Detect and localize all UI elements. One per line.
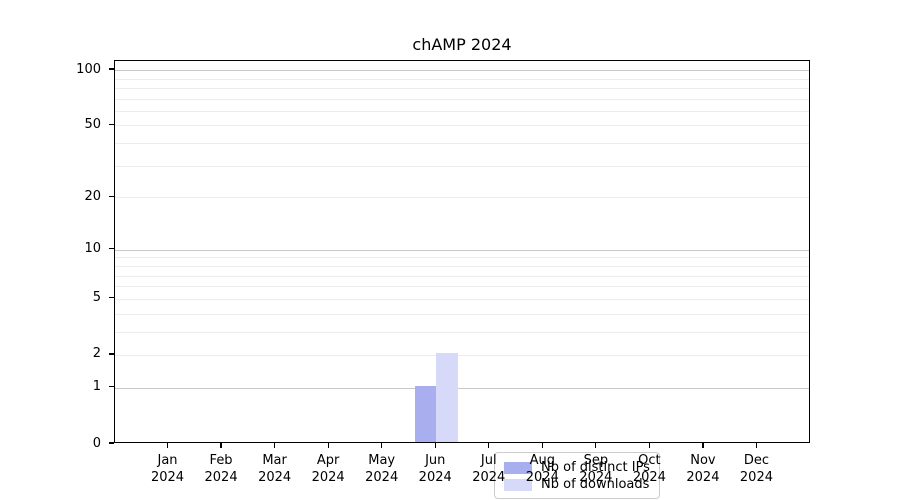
y-axis-tick-label: 5: [92, 290, 101, 306]
y-axis-tick-label: 20: [84, 188, 101, 204]
minor-gridline: [115, 313, 809, 315]
minor-gridline: [115, 331, 809, 333]
legend-item: Nb of downloads: [504, 477, 650, 492]
minor-gridline: [115, 354, 809, 356]
minor-gridline: [115, 125, 809, 127]
legend-label: Nb of downloads: [541, 477, 650, 492]
x-axis-tick-label: Nov 2024: [686, 453, 720, 485]
minor-gridline: [115, 275, 809, 277]
legend-item: Nb of distinct IPs: [504, 460, 650, 475]
y-axis-tick: [109, 68, 114, 70]
y-axis-tick-label: 1: [92, 379, 101, 395]
major-gridline: [115, 249, 809, 251]
x-axis-tick: [541, 443, 543, 448]
y-axis-tick: [109, 297, 114, 299]
minor-gridline: [115, 110, 809, 112]
minor-gridline: [115, 257, 809, 259]
x-axis-tick: [274, 443, 276, 448]
y-axis-tick-label: 0: [92, 435, 101, 451]
chart-title: chAMP 2024: [412, 35, 512, 54]
x-axis-tick: [648, 443, 650, 448]
minor-gridline: [115, 98, 809, 100]
x-axis-tick-label: Jan 2024: [150, 453, 185, 485]
x-axis-tick: [755, 443, 758, 448]
minor-gridline: [115, 143, 809, 145]
x-axis-tick: [220, 443, 222, 448]
x-axis-tick: [327, 443, 329, 448]
x-axis-tick: [434, 443, 436, 448]
bar-nb-of-distinct-ips: [414, 385, 437, 442]
x-axis-tick-label: Oct 2024: [632, 453, 666, 485]
x-axis-tick-label: Aug 2024: [525, 453, 559, 485]
y-axis-tick: [109, 353, 114, 355]
x-axis-tick: [166, 443, 169, 448]
major-gridline: [115, 387, 809, 389]
y-axis-tick: [109, 442, 114, 444]
minor-gridline: [115, 197, 809, 199]
bar-nb-of-downloads: [436, 353, 458, 442]
x-axis-tick-label: Mar 2024: [258, 453, 292, 485]
x-axis-tick-label: Apr 2024: [311, 453, 345, 485]
x-axis-tick-label: Feb 2024: [204, 453, 238, 485]
x-axis-tick: [595, 443, 597, 448]
major-gridline: [115, 70, 809, 72]
x-axis-tick-label: Sep 2024: [579, 453, 613, 485]
minor-gridline: [115, 78, 809, 80]
y-axis-tick-label: 50: [84, 116, 101, 132]
plot-area: Nb of distinct IPs Nb of downloads: [114, 60, 810, 499]
y-axis-tick: [109, 195, 114, 197]
x-axis-tick-label: Jul 2024: [472, 453, 506, 485]
legend-swatch-downloads: [504, 478, 532, 491]
y-axis-tick: [109, 123, 114, 126]
minor-gridline: [115, 265, 809, 267]
legend-swatch-distinct-ips: [504, 461, 532, 474]
minor-gridline: [115, 298, 809, 300]
x-axis-tick-label: May 2024: [365, 453, 399, 485]
legend: Nb of distinct IPs Nb of downloads: [494, 452, 660, 499]
y-axis-tick: [109, 248, 114, 250]
y-axis-tick-label: 100: [76, 61, 101, 77]
minor-gridline: [115, 87, 809, 89]
x-axis-tick-label: Jun 2024: [418, 453, 452, 485]
y-axis-tick: [109, 386, 114, 388]
y-axis-tick-label: 10: [84, 241, 101, 257]
minor-gridline: [115, 165, 809, 167]
y-axis-tick-label: 2: [92, 346, 101, 362]
minor-gridline: [115, 286, 809, 288]
x-axis-tick: [381, 443, 383, 448]
legend-label: Nb of distinct IPs: [541, 460, 650, 475]
x-axis-tick: [702, 443, 704, 448]
x-axis-tick-label: Dec 2024: [739, 453, 773, 485]
x-axis-tick: [488, 443, 490, 448]
